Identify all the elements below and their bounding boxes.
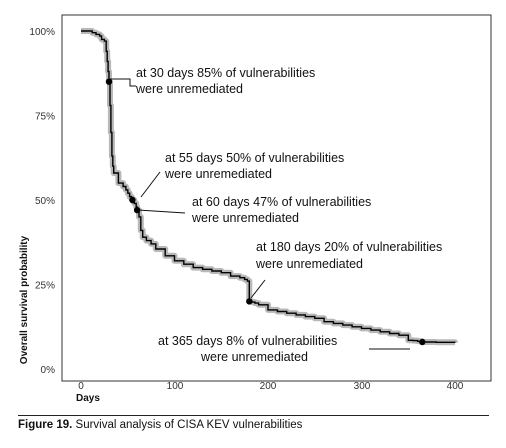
leader-line: [137, 209, 186, 214]
highlight-point: [246, 298, 253, 305]
annotation-55-days-line2: were unremediated: [164, 167, 272, 181]
highlight-point: [129, 196, 136, 204]
y-axis-title: Overall survival probability: [19, 235, 30, 364]
caption-divider: [18, 415, 489, 416]
highlight-point: [105, 78, 113, 85]
plot-frame: [61, 14, 492, 382]
y-tick-label: 50%: [35, 196, 55, 207]
x-tick-label: 400: [447, 381, 464, 392]
x-tick-label: 200: [260, 381, 277, 392]
annotation-365-days-line2: were unremediated: [200, 350, 308, 364]
y-tick-label: 25%: [35, 281, 55, 292]
leader-line: [110, 78, 136, 87]
annotation-180-days-line2: were unremediated: [255, 257, 363, 271]
annotation-60-days-line1: at 60 days 47% of vulnerabilities: [192, 195, 371, 209]
x-tick-label: 0: [78, 381, 84, 392]
leader-line: [250, 279, 266, 299]
annotation-180-days-line1: at 180 days 20% of vulnerabilities: [256, 240, 442, 254]
annotation-30-days-line1: at 30 days 85% of vulnerabilities: [136, 66, 315, 80]
annotation-55-days-line1: at 55 days 50% of vulnerabilities: [165, 151, 344, 165]
x-tick-label: 300: [354, 381, 371, 392]
figure-caption-label: Figure 19.: [18, 419, 73, 431]
leader-lines: [110, 78, 410, 350]
x-tick-label: 100: [167, 381, 184, 392]
annotation-30-days-line2: were unremediated: [135, 82, 243, 96]
figure-caption-text: Survival analysis of CISA KEV vulnerabil…: [72, 419, 303, 431]
highlight-point: [133, 206, 141, 214]
survival-line-layer: [81, 30, 456, 343]
x-axis-title: Days: [76, 393, 100, 404]
highlight-point: [419, 338, 426, 346]
highlight-points: [105, 78, 426, 346]
leader-line: [140, 171, 161, 198]
y-tick-label: 0%: [41, 365, 56, 376]
figure-caption: Figure 19. Survival analysis of CISA KEV…: [18, 419, 302, 431]
annotation-60-days-line2: were unremediated: [191, 211, 299, 225]
y-tick-label: 100%: [29, 27, 55, 38]
survival-curve: [81, 30, 456, 343]
y-tick-label: 75%: [35, 112, 55, 123]
annotation-365-days-line1: at 365 days 8% of vulnerabilities: [158, 334, 337, 348]
